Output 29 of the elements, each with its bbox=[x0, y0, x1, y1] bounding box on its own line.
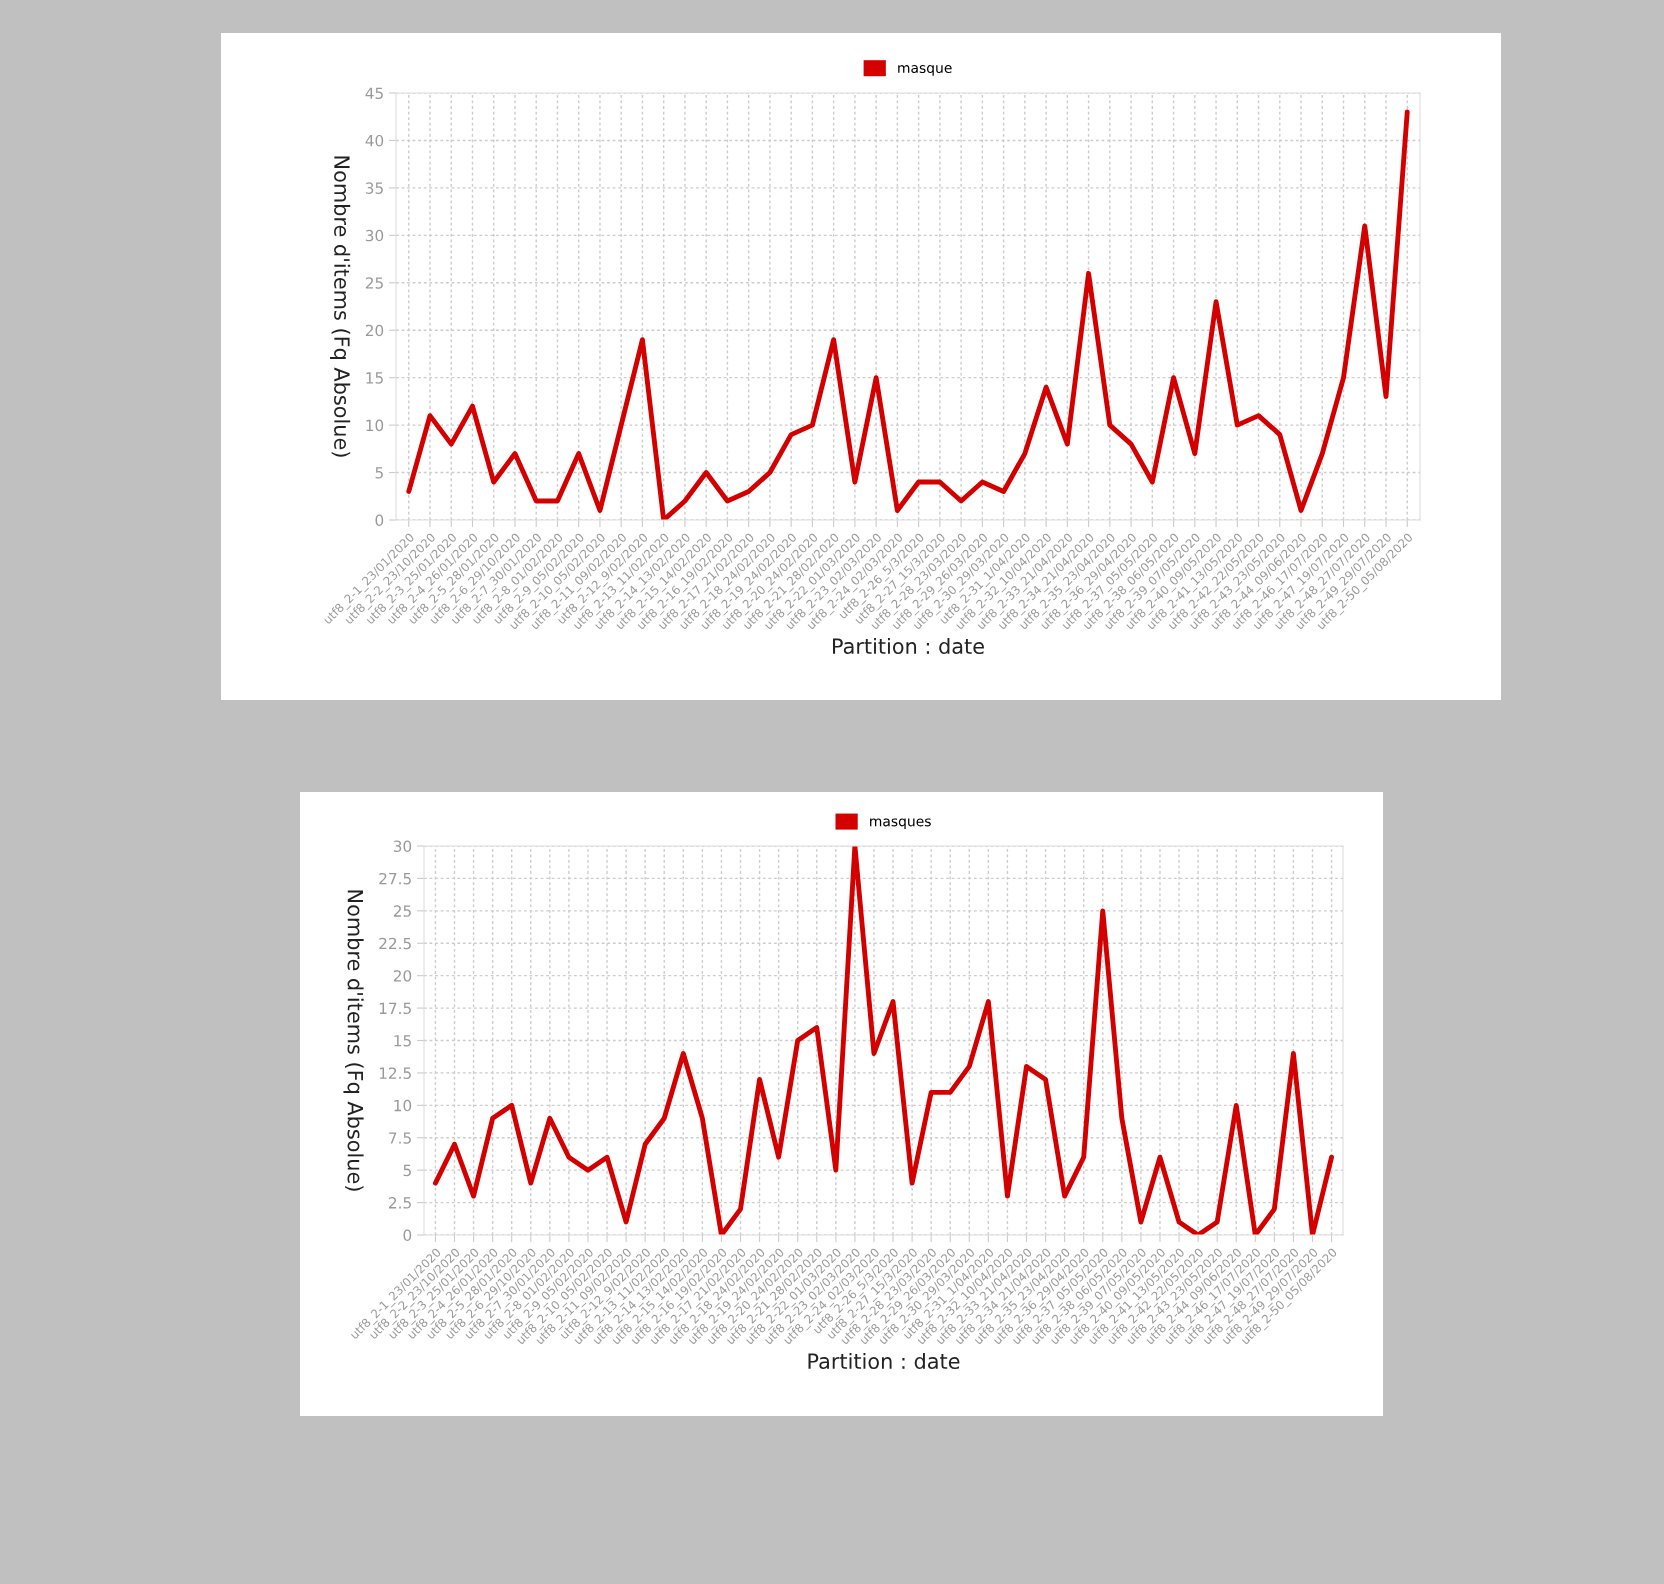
y-tick-label: 27.5 bbox=[379, 872, 411, 885]
legend-label: masque bbox=[898, 65, 952, 76]
y-tick-label: 20 bbox=[393, 970, 412, 982]
y-tick-label: 7.5 bbox=[389, 1132, 411, 1144]
y-tick-label: 2.5 bbox=[389, 1197, 411, 1209]
y-tick-label: 0 bbox=[375, 514, 384, 527]
y-axis-title: Nombre d'items (Fq Absolue) bbox=[330, 156, 351, 457]
y-tick-label: 5 bbox=[403, 1164, 411, 1177]
y-tick-label: 12.5 bbox=[379, 1067, 411, 1079]
y-tick-label: 15 bbox=[366, 372, 383, 384]
y-tick-label: 0 bbox=[403, 1229, 412, 1242]
y-tick-label: 10 bbox=[366, 419, 384, 432]
y-tick-label: 30 bbox=[393, 840, 412, 853]
y-tick-label: 22.5 bbox=[379, 937, 411, 950]
y-tick-label: 17.5 bbox=[379, 1002, 411, 1015]
y-tick-label: 10 bbox=[394, 1099, 412, 1112]
y-tick-label: 25 bbox=[393, 905, 411, 917]
y-tick-label: 30 bbox=[365, 229, 384, 242]
legend-label: masques bbox=[870, 818, 931, 830]
y-tick-label: 15 bbox=[394, 1035, 411, 1047]
y-tick-label: 40 bbox=[365, 134, 384, 147]
y-tick-label: 35 bbox=[365, 182, 383, 194]
y-tick-label: 45 bbox=[365, 87, 383, 100]
y-tick-label: 5 bbox=[375, 467, 383, 479]
y-axis-title: Nombre d'items (Fq Absolue) bbox=[343, 890, 364, 1191]
x-axis-title: Partition : date bbox=[833, 637, 984, 655]
y-tick-label: 20 bbox=[365, 324, 384, 337]
y-tick-label: 25 bbox=[365, 277, 383, 289]
x-axis-title: Partition : date bbox=[808, 1352, 960, 1370]
